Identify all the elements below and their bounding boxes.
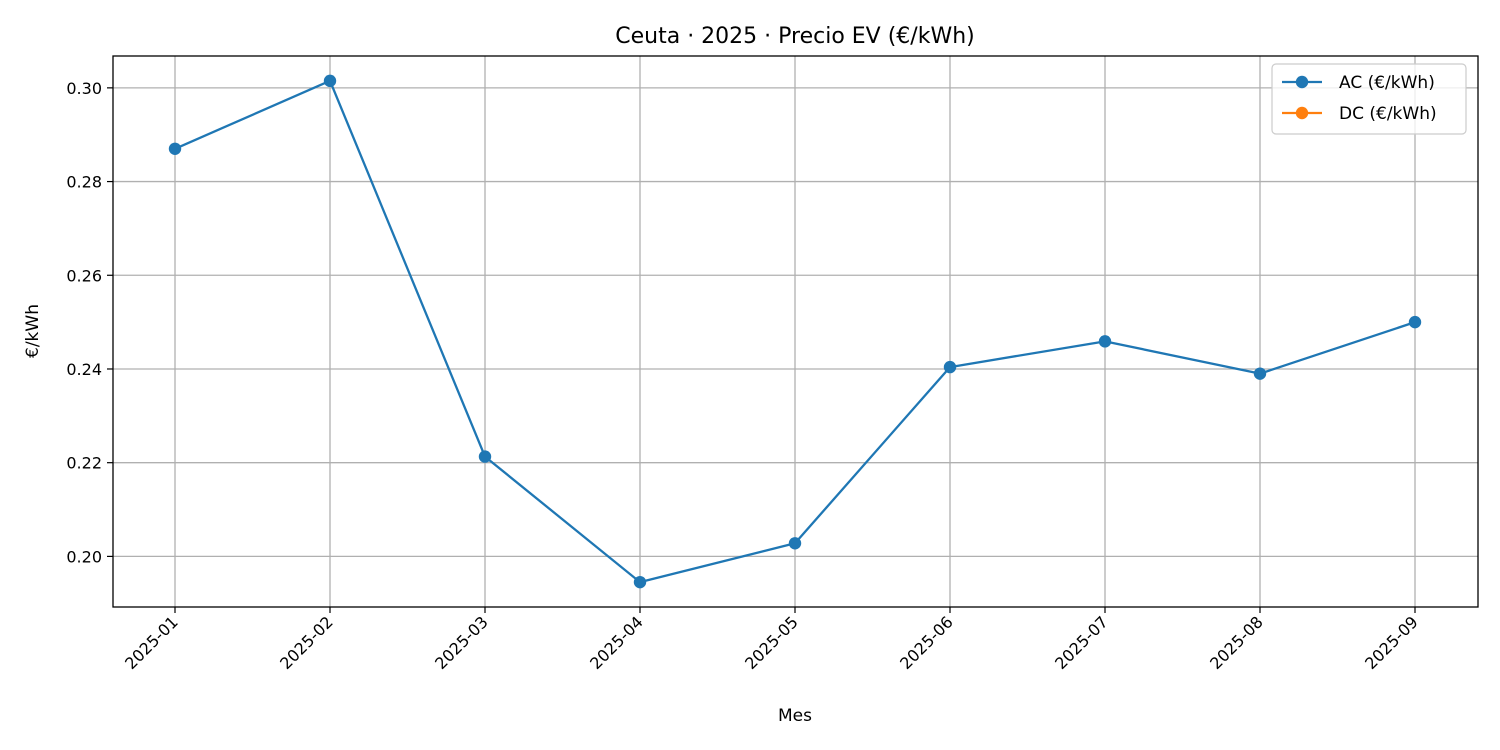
chart-title: Ceuta · 2025 · Precio EV (€/kWh) [615,24,975,49]
y-tick-label: 0.22 [66,454,102,473]
data-point [788,537,802,550]
data-point [1408,315,1422,329]
y-tick-label: 0.28 [66,173,102,192]
data-point [168,142,182,155]
legend: AC (€/kWh) DC (€/kWh) [1271,63,1467,135]
y-tick-label: 0.20 [66,547,102,566]
legend-label: AC (€/kWh) [1339,73,1435,93]
data-point [323,74,337,88]
data-point [633,575,647,589]
y-axis-label: €/kWh [23,304,43,358]
x-axis-label: Mes [778,706,812,726]
legend-label: DC (€/kWh) [1339,104,1437,124]
y-tick-label: 0.24 [66,360,102,379]
legend-marker [1295,106,1309,120]
data-point [1253,367,1267,380]
y-tick-label: 0.26 [66,266,102,285]
data-point [478,450,492,463]
series-layer [168,74,1422,589]
legend-marker [1295,75,1309,89]
data-point [943,360,957,374]
y-axis-ticks: 0.20 0.22 0.24 0.26 0.28 0.30 [66,79,113,566]
plot-frame [112,55,1479,608]
y-tick-label: 0.30 [66,79,102,98]
data-point [1098,335,1112,348]
grid-lines [113,56,1478,607]
